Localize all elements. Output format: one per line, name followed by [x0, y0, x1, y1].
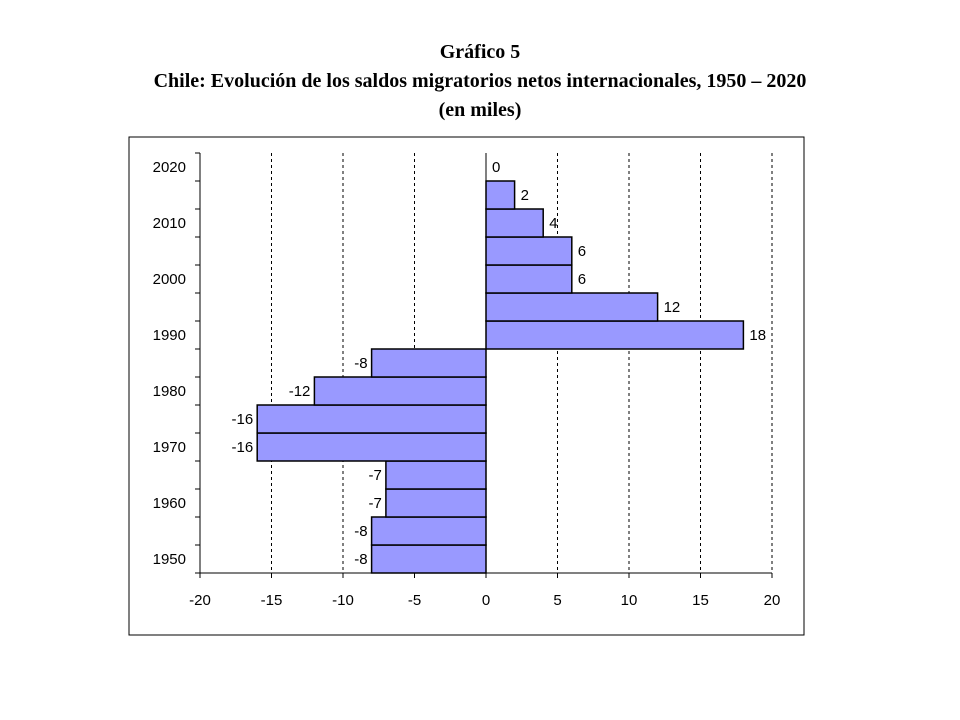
chart-title: Gráfico 5 [439, 41, 521, 63]
bar-2000 [485, 264, 573, 294]
bar-1955 [370, 516, 487, 546]
bar-1950 [370, 544, 487, 574]
y-tick-label: 2010 [153, 215, 186, 232]
data-label: -8 [354, 355, 367, 372]
bar-2005 [485, 236, 573, 266]
x-tick-label: 15 [692, 592, 709, 609]
y-tick-label: 2000 [153, 271, 186, 288]
y-tick-label: 2020 [153, 159, 186, 176]
data-label: -8 [354, 551, 367, 568]
y-tick-label: 1960 [153, 495, 186, 512]
chart-title-block: Gráfico 5 Chile: Evolución de los saldos… [0, 38, 960, 125]
bar-1965 [385, 460, 487, 490]
data-label: -16 [232, 411, 254, 428]
data-label: -8 [354, 523, 367, 540]
bar-1995 [485, 292, 659, 322]
y-tick-label: 1950 [153, 551, 186, 568]
bar-2010 [485, 208, 544, 238]
bar-1990 [485, 320, 745, 350]
bar-1985 [370, 348, 487, 378]
chart-frame [128, 136, 805, 636]
data-label: 2 [521, 187, 529, 204]
x-tick-label: -20 [189, 592, 211, 609]
y-tick-label: 1980 [153, 383, 186, 400]
bar-1960 [385, 488, 487, 518]
x-tick-label: -15 [261, 592, 283, 609]
x-tick-label: -10 [332, 592, 354, 609]
data-label: 12 [664, 299, 681, 316]
data-label: 6 [578, 243, 586, 260]
data-label: 4 [549, 215, 557, 232]
bar-2015 [485, 180, 516, 210]
data-label: -16 [232, 439, 254, 456]
bar-1970 [256, 432, 487, 462]
y-tick-label: 1990 [153, 327, 186, 344]
chart-units: (en miles) [438, 99, 522, 121]
bar-1980 [313, 376, 487, 406]
y-tick-label: 1970 [153, 439, 186, 456]
x-tick-label: 10 [621, 592, 638, 609]
data-label: 6 [578, 271, 586, 288]
data-label: -7 [369, 467, 382, 484]
data-label: 0 [492, 159, 500, 176]
data-label: 18 [749, 327, 766, 344]
x-tick-label: -5 [408, 592, 421, 609]
data-label: -7 [369, 495, 382, 512]
chart-subtitle: Chile: Evolución de los saldos migratori… [153, 70, 807, 92]
bar-1975 [256, 404, 487, 434]
x-tick-label: 20 [764, 592, 781, 609]
x-tick-label: 0 [482, 592, 490, 609]
data-label: -12 [289, 383, 311, 400]
x-tick-label: 5 [553, 592, 561, 609]
